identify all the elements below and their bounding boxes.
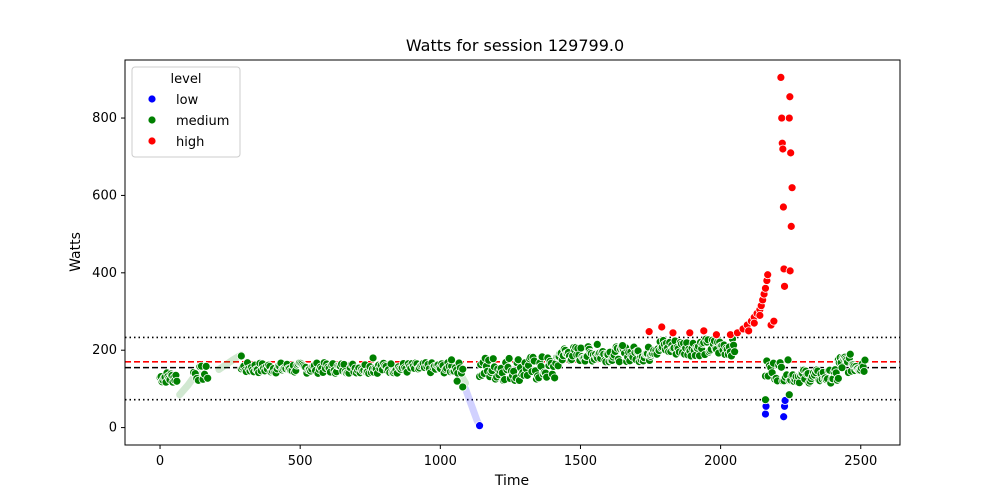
data-point — [787, 183, 797, 193]
data-point — [780, 281, 789, 291]
data-point — [763, 270, 773, 280]
plot-frame — [124, 59, 901, 446]
x-tick-label: 1500 — [564, 454, 597, 469]
data-point — [452, 376, 462, 386]
legend-entry-label: high — [176, 135, 204, 150]
legend: level low medium high — [131, 66, 241, 158]
data-point — [860, 355, 870, 365]
data-point — [833, 374, 843, 383]
x-axis-label: Time — [494, 473, 529, 489]
data-point — [755, 310, 765, 320]
legend-entry-label: medium — [176, 114, 229, 129]
data-point — [777, 113, 787, 123]
data-point — [783, 355, 793, 365]
data-point — [859, 366, 869, 376]
y-tick-label: 0 — [109, 421, 117, 436]
y-tick-label: 400 — [92, 266, 117, 281]
data-point — [592, 339, 602, 349]
x-tick-label: 0 — [156, 454, 164, 469]
data-point — [644, 327, 654, 337]
x-tick-label: 2000 — [704, 454, 737, 469]
data-point — [657, 322, 667, 332]
data-point — [776, 73, 786, 82]
data-point — [504, 354, 514, 363]
data-point — [837, 363, 847, 373]
data-point — [769, 316, 779, 326]
data-point — [699, 326, 709, 336]
data-point — [386, 359, 396, 369]
y-tick-label: 800 — [92, 111, 117, 126]
x-axis-ticks: 0 500 1000 1500 2000 2500 — [156, 445, 877, 469]
data-point — [761, 395, 770, 405]
data-point — [785, 92, 795, 102]
data-point — [618, 341, 627, 350]
data-point — [201, 361, 211, 371]
legend-marker — [147, 115, 157, 125]
data-point — [475, 421, 484, 431]
data-point — [203, 373, 213, 383]
legend-box — [131, 66, 241, 158]
x-tick-label: 1000 — [424, 454, 457, 469]
data-point — [368, 353, 378, 363]
data-point — [458, 364, 468, 374]
data-point — [550, 373, 560, 383]
y-tick-label: 200 — [92, 343, 117, 358]
data-point — [576, 343, 586, 353]
legend-marker — [147, 136, 157, 146]
data-point — [668, 328, 678, 338]
data-point — [779, 412, 789, 422]
data-point — [488, 354, 498, 364]
data-point — [685, 328, 695, 338]
y-tick-label: 600 — [92, 188, 117, 203]
legend-title: level — [171, 72, 202, 87]
data-point — [236, 351, 246, 361]
data-point — [786, 148, 796, 158]
data-point — [761, 283, 770, 293]
x-tick-label: 500 — [288, 454, 313, 469]
data-point — [172, 376, 182, 386]
chart-title: Watts for session 129799.0 — [406, 36, 624, 55]
data-point — [744, 326, 754, 336]
data-point — [749, 318, 759, 328]
y-axis-ticks: 0 200 400 600 800 — [92, 111, 125, 436]
data-point — [785, 266, 795, 276]
data-points — [155, 73, 870, 431]
data-point — [845, 349, 855, 359]
data-point — [776, 362, 786, 372]
x-tick-label: 2500 — [844, 454, 877, 469]
faded-trail — [176, 366, 206, 399]
data-point — [778, 144, 788, 154]
data-point — [553, 361, 563, 371]
legend-entry-label: low — [176, 93, 199, 108]
data-point — [614, 357, 624, 367]
data-point — [778, 202, 788, 212]
data-point — [786, 221, 796, 231]
data-point — [784, 390, 794, 400]
data-point — [458, 382, 468, 392]
data-point — [730, 347, 740, 357]
data-point — [761, 409, 770, 419]
legend-marker — [147, 94, 157, 104]
y-axis-label: Watts — [68, 232, 84, 272]
data-point — [784, 113, 794, 123]
data-point — [712, 330, 721, 340]
data-point — [447, 355, 456, 365]
